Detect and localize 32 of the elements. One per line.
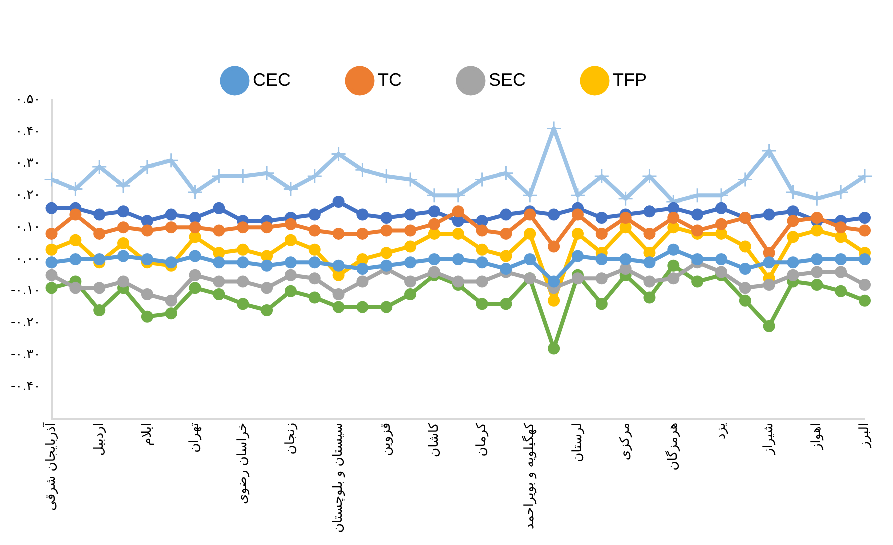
y-tick-label: ۰.۱۰ (16, 220, 41, 235)
x-tick-label: لرستان (570, 422, 586, 462)
x-tick-label: یزد (714, 422, 729, 440)
legend-label: TFP (613, 70, 648, 90)
x-tick-label: تهران (188, 422, 203, 453)
x-tick-label: اردبیل (92, 422, 107, 456)
x-tick-label: خراسان رضوی (235, 422, 250, 504)
x-tick-label: ایلام (140, 422, 155, 446)
x-tick-label: آذربایجان شرقی (42, 422, 60, 511)
x-tick-label: کهگیلویه و بویراحمد (522, 422, 538, 530)
y-tick-label: ۰.۵۰ (16, 92, 41, 108)
y-tick-label: ۰.۳۰ (16, 156, 41, 172)
x-tick-label: قزوین (379, 422, 394, 456)
y-tick-label: -۰.۱۰ (10, 284, 41, 299)
y-tick-label: ۰.۴۰ (16, 124, 41, 140)
x-tick-label: مرکزی (618, 422, 634, 461)
x-tick-label: شیراز (762, 422, 777, 456)
y-tick-label: -۰.۴۰ (10, 379, 41, 394)
x-tick-label: کرمان (474, 422, 490, 457)
y-tick-label: -۰.۲۰ (10, 316, 41, 331)
x-tick-label: البرز (857, 422, 872, 449)
y-tick-label: ۰.۰۰ (16, 252, 41, 267)
legend-label: SEC (488, 70, 526, 90)
y-tick-label: ۰.۲۰ (16, 188, 41, 204)
x-tick-label: اهواز (810, 422, 825, 451)
x-tick-label: زنجان (283, 422, 298, 455)
x-tick-label: کاشان (426, 422, 442, 458)
legend-label: TC (378, 70, 402, 90)
legend-label: CEC (253, 70, 292, 90)
x-tick-label: هرمزگان (665, 422, 682, 471)
x-tick-label: سیستان و بلوچستان (331, 422, 346, 534)
y-tick-label: -۰.۳۰ (10, 348, 41, 363)
